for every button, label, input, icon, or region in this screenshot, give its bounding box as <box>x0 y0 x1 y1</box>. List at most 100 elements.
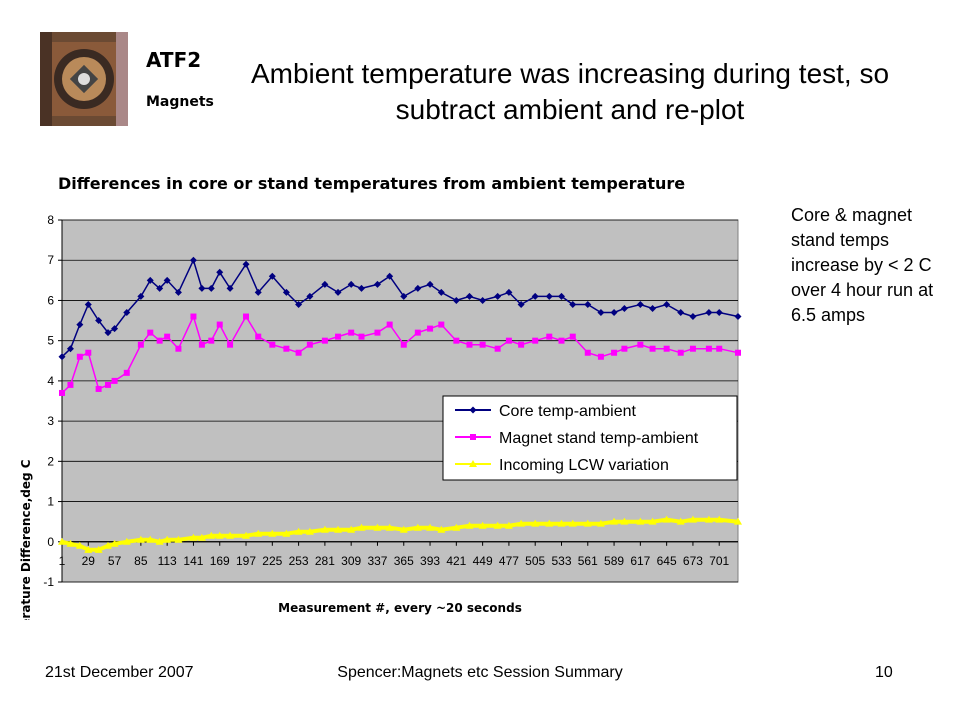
data-point <box>76 353 83 360</box>
data-point <box>164 333 171 340</box>
x-tick-label: 505 <box>525 554 545 568</box>
data-point <box>95 317 103 325</box>
data-point <box>67 381 74 388</box>
data-point <box>163 276 171 284</box>
y-tick-label: 6 <box>47 293 54 307</box>
data-point <box>400 292 408 300</box>
data-point <box>306 341 313 348</box>
data-point <box>76 321 84 329</box>
legend-label: Incoming LCW variation <box>499 457 669 474</box>
data-point <box>597 309 605 317</box>
data-point <box>58 353 66 361</box>
data-point <box>146 276 154 284</box>
data-point <box>662 515 671 523</box>
x-tick-label: 29 <box>82 554 96 568</box>
y-tick-label: 7 <box>47 253 54 267</box>
x-tick-label: 533 <box>551 554 571 568</box>
data-point <box>358 284 366 292</box>
x-tick-label: 421 <box>446 554 466 568</box>
data-point <box>294 527 303 535</box>
x-tick-label: 253 <box>289 554 309 568</box>
data-point <box>517 300 525 308</box>
data-point <box>321 280 329 288</box>
x-tick-label: 337 <box>367 554 387 568</box>
data-point <box>716 345 723 352</box>
data-point <box>465 521 474 529</box>
data-point <box>611 349 618 356</box>
data-point <box>465 292 473 300</box>
data-point <box>636 517 645 525</box>
slide-title: Ambient temperature was increasing durin… <box>250 58 890 125</box>
data-point <box>147 329 154 336</box>
y-tick-label: 4 <box>47 374 54 388</box>
x-tick-label: 309 <box>341 554 361 568</box>
data-point <box>479 341 486 348</box>
data-point <box>568 519 577 527</box>
data-point <box>105 381 112 388</box>
brand-line-2: Magnets <box>146 94 214 110</box>
data-point <box>452 523 461 531</box>
data-point <box>569 300 577 308</box>
data-point <box>610 517 619 525</box>
data-point <box>531 292 539 300</box>
data-point <box>596 519 605 527</box>
data-point <box>557 292 565 300</box>
quadrupole-magnet-photo <box>40 32 128 126</box>
summary-note: Core & magnet stand temps increase by < … <box>791 205 934 325</box>
data-point <box>269 341 276 348</box>
data-point <box>437 288 445 296</box>
data-point <box>374 329 381 336</box>
data-point <box>545 292 553 300</box>
data-point <box>123 369 130 376</box>
data-point <box>197 533 206 541</box>
data-point <box>583 519 592 527</box>
x-tick-label: 113 <box>158 554 177 568</box>
data-point <box>122 537 131 545</box>
data-point <box>734 517 742 525</box>
data-point <box>254 529 263 537</box>
data-point <box>75 541 84 549</box>
data-point <box>437 525 446 533</box>
data-point <box>208 337 215 344</box>
data-point <box>85 349 92 356</box>
y-tick-label: 1 <box>47 495 54 509</box>
y-tick-label: 8 <box>47 213 54 227</box>
data-point <box>347 280 355 288</box>
data-point <box>663 345 670 352</box>
legend-label: Core temp-ambient <box>499 403 637 420</box>
data-point <box>620 517 629 525</box>
legend-label: Magnet stand temp-ambient <box>499 430 699 447</box>
data-point <box>438 321 445 328</box>
data-point <box>347 525 356 533</box>
data-point <box>689 313 697 321</box>
data-point <box>137 292 145 300</box>
data-point <box>58 537 66 545</box>
data-point <box>557 519 566 527</box>
data-point <box>305 527 314 535</box>
data-point <box>174 535 183 543</box>
x-tick-label: 589 <box>604 554 624 568</box>
data-point <box>466 341 473 348</box>
data-point <box>705 309 713 317</box>
data-point <box>84 545 93 553</box>
y-tick-label: -1 <box>43 575 54 589</box>
data-point <box>357 523 366 531</box>
data-point <box>66 345 74 353</box>
data-point <box>518 341 525 348</box>
footer-session: Spencer:Magnets etc Session Summary <box>337 664 623 681</box>
data-point <box>648 517 657 525</box>
data-point <box>155 537 164 545</box>
data-point <box>175 345 182 352</box>
data-point <box>385 523 394 531</box>
data-point <box>215 531 224 539</box>
data-point <box>677 349 684 356</box>
data-point <box>268 272 276 280</box>
data-point <box>136 535 145 543</box>
data-point <box>704 515 713 523</box>
data-point <box>373 280 381 288</box>
data-point <box>427 325 434 332</box>
data-point <box>207 531 216 539</box>
data-point <box>207 284 215 292</box>
data-point <box>677 309 685 317</box>
data-point <box>386 272 394 280</box>
